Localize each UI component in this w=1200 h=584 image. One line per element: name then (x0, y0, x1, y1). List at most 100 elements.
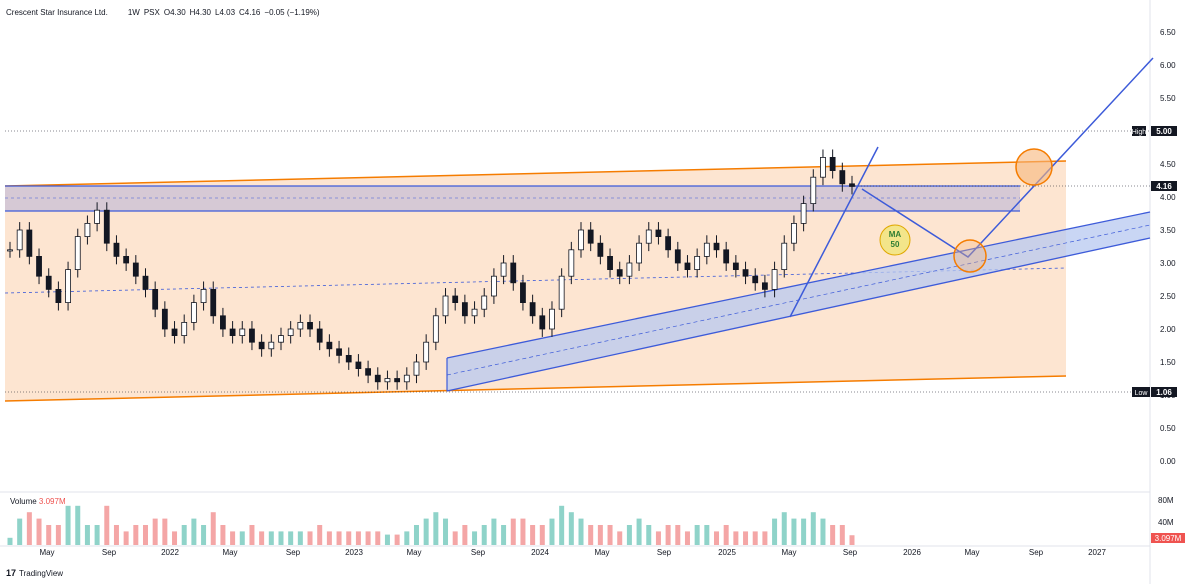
candle-54[interactable] (529, 294, 536, 324)
ma50-badge[interactable] (879, 224, 911, 256)
candle-65[interactable] (636, 235, 642, 271)
candle-0[interactable] (7, 241, 13, 258)
candle-25[interactable] (249, 321, 255, 351)
candle-23[interactable] (229, 321, 236, 344)
candle-31[interactable] (307, 314, 313, 337)
candle-58[interactable] (568, 241, 575, 285)
candle-2[interactable] (26, 222, 33, 265)
candle-4[interactable] (45, 268, 52, 298)
candle-37[interactable] (365, 360, 371, 384)
candle-34[interactable] (336, 340, 342, 364)
candle-11[interactable] (113, 235, 120, 265)
candle-19[interactable] (190, 294, 197, 331)
candle-17[interactable] (171, 321, 178, 344)
candle-22[interactable] (220, 307, 226, 337)
candle-68[interactable] (665, 228, 672, 258)
price-axis[interactable]: 6.506.005.505.004.504.003.503.002.502.00… (1160, 28, 1176, 466)
candle-3[interactable] (36, 248, 42, 285)
candle-55[interactable] (539, 307, 546, 337)
candle-18[interactable] (181, 314, 188, 344)
candle-52[interactable] (510, 255, 517, 291)
candle-72[interactable] (703, 235, 710, 265)
time-axis[interactable]: May Sep 2022 May Sep 2023 May Sep 2024 May Sep 2025… (39, 548, 1106, 557)
candle-38[interactable] (374, 367, 381, 390)
resistance-zone[interactable] (5, 186, 1020, 211)
candle-83[interactable] (810, 169, 817, 212)
candle-49[interactable] (481, 288, 488, 318)
candle-47[interactable] (461, 294, 468, 324)
candle-29[interactable] (287, 321, 294, 344)
volume-series[interactable] (7, 505, 855, 545)
projection-path[interactable] (861, 57, 1154, 258)
candle-85[interactable] (829, 149, 836, 179)
tradingview-brand[interactable]: 17 TradingView (6, 568, 63, 578)
candle-86[interactable] (839, 162, 846, 192)
candle-44[interactable] (432, 307, 439, 351)
candle-1[interactable] (16, 222, 23, 258)
candle-82[interactable] (800, 195, 807, 232)
channel-bottom-line[interactable] (4, 375, 1067, 402)
candle-61[interactable] (597, 235, 604, 265)
rising-channel-top[interactable] (446, 211, 1151, 359)
candle-28[interactable] (278, 327, 284, 351)
channel-top-line[interactable] (4, 160, 1067, 187)
interval[interactable]: 1W (127, 8, 140, 17)
candle-8[interactable] (84, 215, 91, 245)
candle-16[interactable] (161, 301, 168, 337)
candle-59[interactable] (578, 222, 584, 258)
candle-81[interactable] (791, 215, 797, 252)
candle-66[interactable] (645, 222, 652, 252)
candle-30[interactable] (297, 314, 304, 337)
candle-6[interactable] (65, 261, 71, 311)
candle-9[interactable] (94, 202, 101, 232)
candle-77[interactable] (752, 268, 759, 291)
candlestick-series[interactable] (7, 149, 855, 390)
candle-39[interactable] (384, 370, 391, 390)
candle-50[interactable] (491, 268, 497, 304)
candle-27[interactable] (268, 334, 275, 357)
candle-5[interactable] (55, 281, 62, 311)
candle-13[interactable] (132, 255, 139, 285)
candle-69[interactable] (674, 241, 681, 271)
candle-76[interactable] (742, 261, 749, 285)
candle-51[interactable] (500, 255, 507, 285)
candle-71[interactable] (694, 248, 701, 278)
candle-43[interactable] (423, 334, 430, 370)
steep-trendline[interactable] (789, 146, 879, 318)
candle-57[interactable] (558, 268, 565, 318)
candle-7[interactable] (74, 228, 81, 278)
candle-12[interactable] (123, 248, 130, 271)
candle-75[interactable] (732, 255, 739, 278)
candle-84[interactable] (820, 149, 826, 186)
candle-53[interactable] (520, 274, 526, 311)
candle-67[interactable] (655, 222, 662, 245)
rising-channel-bottom[interactable] (446, 237, 1151, 392)
candle-56[interactable] (549, 301, 555, 337)
candle-36[interactable] (355, 354, 362, 377)
candle-74[interactable] (723, 241, 730, 271)
candle-73[interactable] (713, 235, 720, 258)
candle-64[interactable] (626, 255, 633, 285)
candle-78[interactable] (761, 274, 768, 298)
candle-33[interactable] (326, 334, 333, 357)
candle-32[interactable] (316, 321, 323, 351)
candle-70[interactable] (684, 255, 691, 278)
candle-41[interactable] (403, 367, 410, 390)
candle-21[interactable] (210, 281, 217, 324)
candle-79[interactable] (771, 261, 778, 298)
candle-42[interactable] (413, 354, 420, 384)
candle-40[interactable] (394, 370, 401, 390)
candle-63[interactable] (616, 261, 623, 285)
candle-87[interactable] (849, 175, 855, 195)
symbol-name[interactable]: Crescent Star Insurance Ltd. (6, 8, 108, 17)
candle-14[interactable] (142, 268, 149, 298)
candle-46[interactable] (452, 288, 459, 311)
candle-24[interactable] (239, 321, 246, 344)
candle-15[interactable] (152, 281, 159, 318)
candle-35[interactable] (345, 347, 352, 370)
candle-45[interactable] (442, 288, 449, 324)
candle-48[interactable] (471, 301, 478, 324)
target-circle[interactable] (1015, 148, 1053, 186)
candle-60[interactable] (587, 222, 594, 252)
